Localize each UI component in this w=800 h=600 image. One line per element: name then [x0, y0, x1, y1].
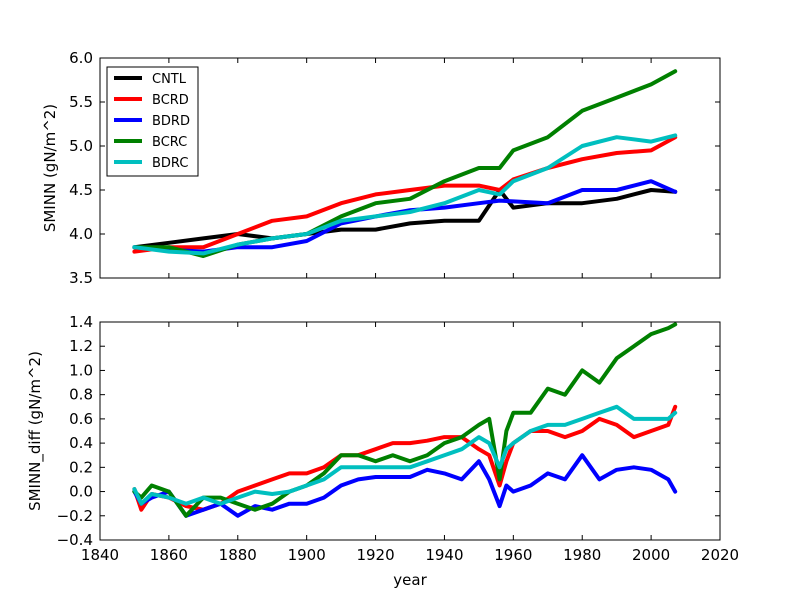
- top-y-tick-label: 3.5: [69, 269, 93, 287]
- bottom-y-tick-label: 0.2: [69, 458, 93, 476]
- legend-label-bdrd: BDRD: [152, 114, 190, 129]
- bottom-y-ticks: −0.4 −0.2 0.0 0.2 0.4 0.6 0.8 1.0 1.2 1.4: [57, 313, 720, 549]
- bottom-y-tick-label: −0.4: [57, 531, 93, 549]
- top-y-tick-label: 5.0: [69, 137, 93, 155]
- x-tick-label: 1960: [494, 546, 532, 564]
- x-tick-label: 2000: [632, 546, 670, 564]
- x-tick-label: 1900: [288, 546, 326, 564]
- top-y-ticks: 3.5 4.0 4.5 5.0 5.5 6.0: [69, 49, 720, 287]
- top-series-line-bdrc: [132, 133, 678, 256]
- bottom-y-tick-label: 0.6: [69, 410, 93, 428]
- x-tick-label: 1940: [425, 546, 463, 564]
- bottom-y-tick-label: 1.4: [69, 313, 93, 331]
- top-y-tick-label: 5.5: [69, 93, 93, 111]
- bottom-y-tick-label: 0.0: [69, 483, 93, 501]
- x-axis-label: year: [393, 571, 427, 589]
- legend-label-bdrc: BDRC: [152, 156, 188, 171]
- top-y-tick-label: 4.5: [69, 181, 93, 199]
- top-axes-frame: [99, 57, 721, 279]
- x-tick-label: 1980: [563, 546, 601, 564]
- legend-label-bcrc: BCRC: [152, 135, 187, 150]
- top-series-group: [132, 69, 678, 258]
- bottom-series-group: [132, 322, 678, 518]
- bottom-y-tick-label: 0.8: [69, 386, 93, 404]
- bottom-y-tick-label: 0.4: [69, 434, 93, 452]
- bottom-panel: −0.4 −0.2 0.0 0.2 0.4 0.6 0.8 1.0 1.2 1.4 1840 186…: [26, 313, 739, 589]
- bottom-y-tick-label: −0.2: [57, 507, 93, 525]
- x-tick-label: 1920: [356, 546, 394, 564]
- bottom-y-axis-label: SMINN_diff (gN/m^2): [26, 351, 45, 511]
- x-tick-label: 2020: [701, 546, 739, 564]
- bottom-series-line-bdrc: [132, 404, 678, 506]
- legend-label-cntl: CNTL: [152, 72, 187, 87]
- top-panel: 3.5 4.0 4.5 5.0 5.5 6.0 SMINN (gN/m^2) CNTL BC…: [41, 49, 721, 287]
- top-y-tick-label: 6.0: [69, 49, 93, 67]
- bottom-y-tick-label: 1.2: [69, 337, 93, 355]
- bottom-x-ticks: 1840 1860 1880 1900 1920 1940 1960 1980 2000 2020: [81, 322, 739, 564]
- bottom-series-line-bcrc: [132, 322, 678, 518]
- top-y-tick-label: 4.0: [69, 225, 93, 243]
- top-y-axis-label: SMINN (gN/m^2): [41, 104, 59, 232]
- legend: CNTL BCRD BDRD BCRC BDRC: [106, 66, 199, 177]
- top-x-ticks: [99, 58, 721, 278]
- x-tick-label: 1880: [219, 546, 257, 564]
- legend-label-bcrd: BCRD: [152, 93, 189, 108]
- top-plot-area: [100, 58, 720, 278]
- x-tick-label: 1840: [81, 546, 119, 564]
- x-tick-label: 1860: [150, 546, 188, 564]
- bottom-axes-frame: [99, 321, 721, 541]
- bottom-y-tick-label: 1.0: [69, 361, 93, 379]
